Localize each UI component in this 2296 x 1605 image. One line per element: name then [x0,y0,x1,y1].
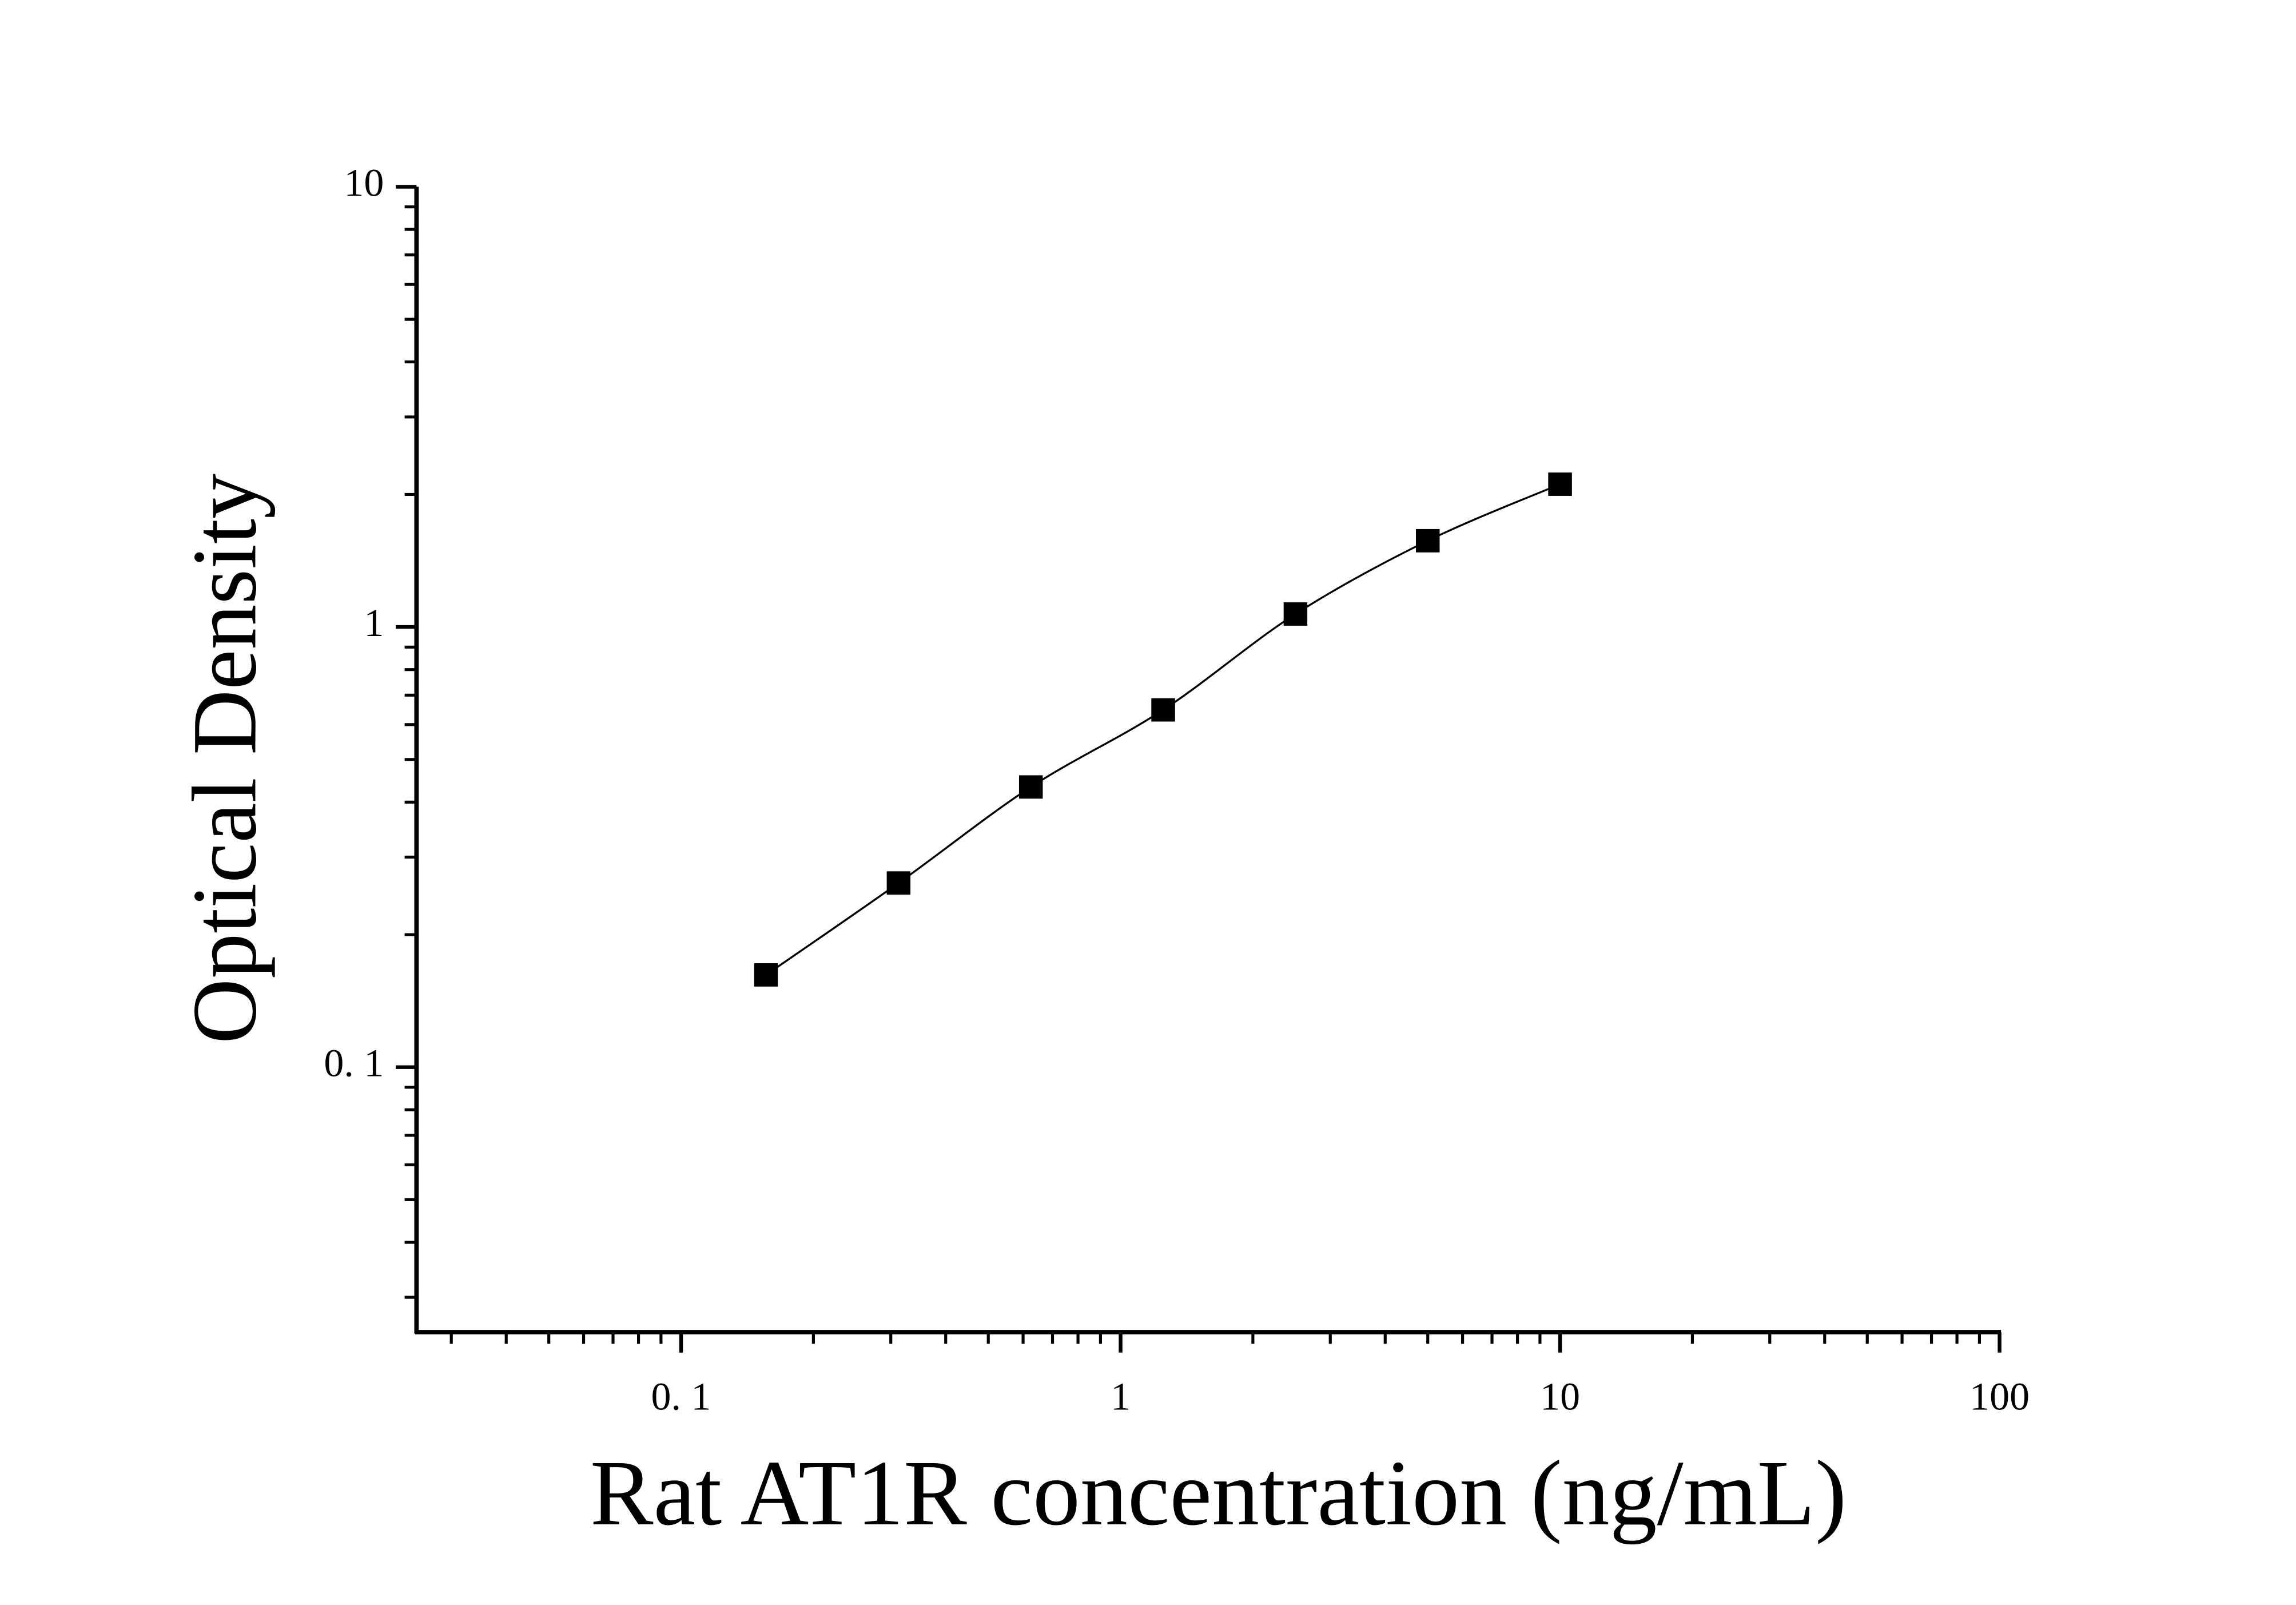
y-tick-label: 0. 1 [324,1042,384,1085]
marker [886,871,911,895]
marker [754,963,778,987]
marker [1151,698,1175,722]
x-tick-label: 1 [1111,1375,1131,1419]
x-axis-label: Rat AT1R concentration (ng/mL) [590,1441,1847,1545]
y-axis-label: Optical Density [174,474,275,1044]
y-tick-label: 10 [344,161,384,205]
marker [1283,602,1308,626]
marker [1415,529,1440,553]
marker [1018,775,1043,799]
x-tick-label: 0. 1 [651,1375,711,1419]
x-tick-label: 100 [1969,1375,2030,1419]
x-tick-label: 10 [1540,1375,1580,1419]
y-tick-label: 1 [364,601,384,645]
marker [1548,472,1572,496]
